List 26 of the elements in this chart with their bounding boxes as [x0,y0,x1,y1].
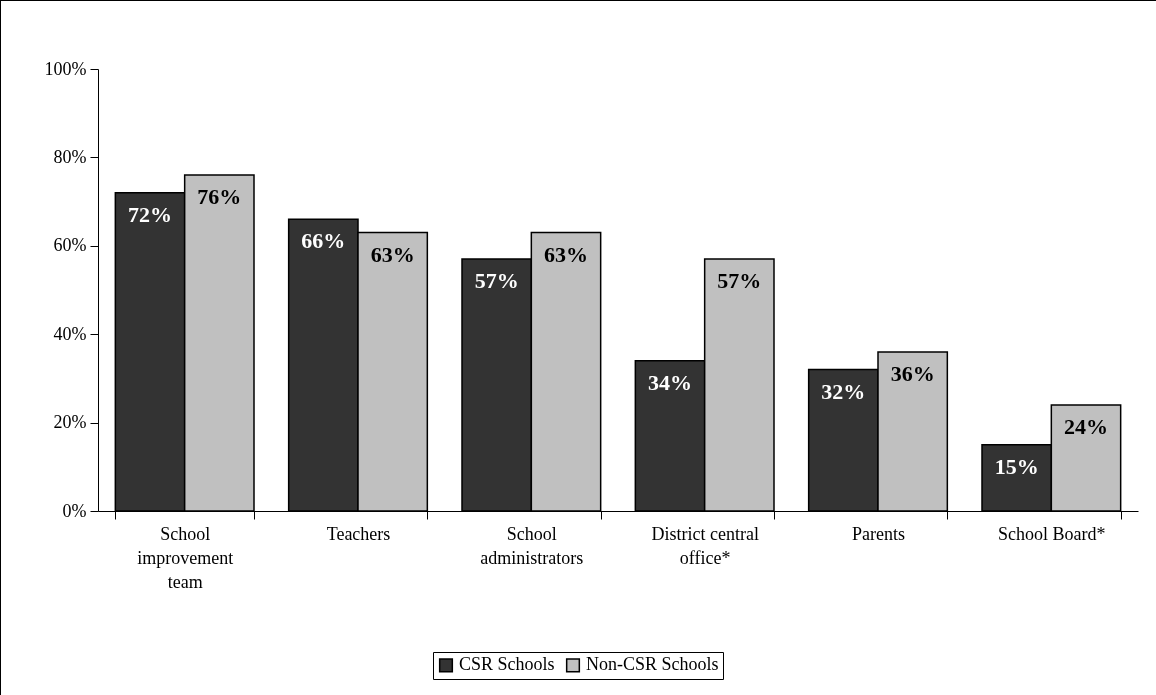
y-tick-label: 40% [53,323,87,344]
x-tick-label: School administrators [480,523,584,568]
x-tick-label: School Board* [998,523,1106,544]
data-label: 63% [544,241,588,267]
y-tick-label: 60% [53,235,87,256]
x-tick-label: Parents [852,523,905,544]
data-label: 57% [717,268,762,294]
data-label: 72% [128,201,172,227]
x-tick-label: District central office* [651,523,759,568]
data-label: 66% [301,228,346,254]
data-label: 32% [821,378,866,404]
y-tick-label: 0% [62,500,87,521]
x-tick-label: Teachers [326,523,391,544]
legend-label: CSR Schools [459,654,555,675]
data-label: 24% [1064,413,1108,439]
y-tick-label: 100% [44,58,87,79]
data-label: 76% [197,184,242,210]
data-label: 36% [890,360,935,386]
data-label: 57% [474,268,519,294]
data-label: 15% [994,453,1039,479]
data-label: 63% [370,241,415,267]
y-tick-label: 20% [53,412,87,433]
data-label: 34% [648,369,692,395]
legend-label: Non-CSR Schools [586,654,719,675]
x-tick-label: School improvement team [137,523,234,592]
y-tick-label: 80% [53,146,87,167]
